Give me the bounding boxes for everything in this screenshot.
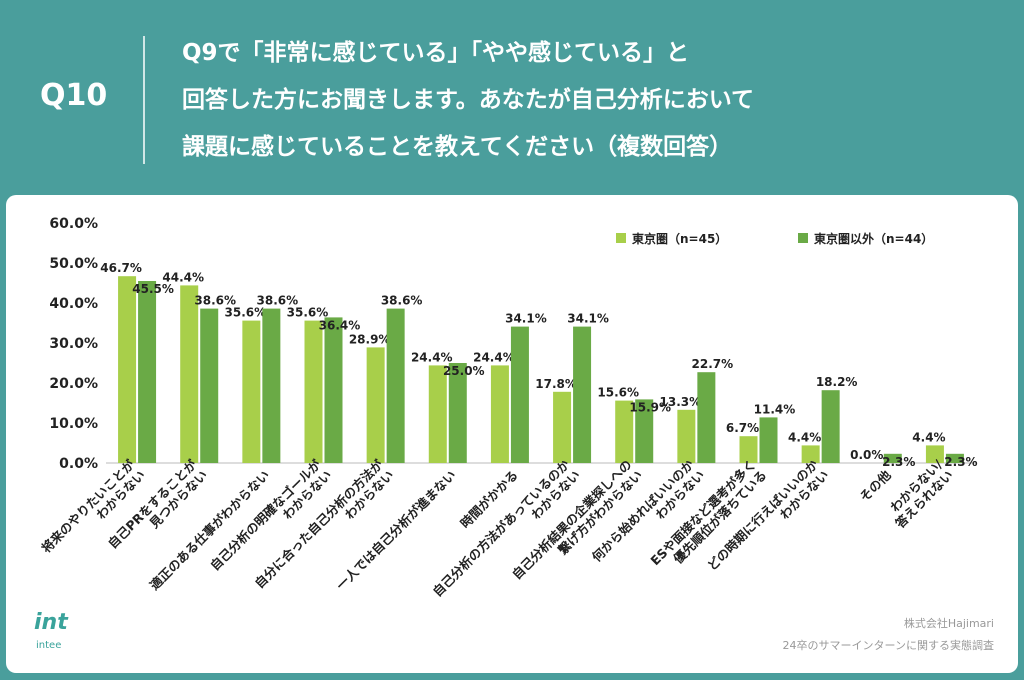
bar-other-10 (759, 417, 778, 463)
data-label: 4.4% (788, 430, 821, 444)
bar-other-9 (697, 372, 716, 463)
bar-other-5 (448, 363, 467, 463)
bar-tokyo-9 (677, 409, 696, 463)
data-label: 22.7% (692, 357, 734, 371)
data-label: 34.1% (567, 312, 609, 326)
y-tick-label: 60.0% (49, 216, 98, 232)
bar-other-6 (510, 326, 529, 463)
bar-other-4 (386, 308, 405, 463)
legend-swatch-0 (616, 233, 626, 243)
data-label: 35.6% (225, 306, 267, 320)
data-label: 15.6% (597, 386, 639, 400)
credit-survey: 24卒のサマーインターンに関する実態調査 (782, 639, 994, 652)
intee-logo: int (34, 610, 68, 635)
bar-other-1 (200, 308, 219, 463)
data-label: 24.4% (473, 350, 515, 364)
data-label: 11.4% (754, 402, 796, 416)
legend-label-1: 東京圏以外（n=44） (814, 231, 933, 246)
data-label: 6.7% (726, 421, 759, 435)
data-label: 24.4% (411, 350, 453, 364)
data-label: 38.6% (194, 294, 236, 308)
data-label: 28.9% (349, 332, 391, 346)
y-tick-label: 30.0% (49, 336, 98, 352)
bar-other-7 (573, 326, 592, 463)
data-label: 25.0% (443, 364, 485, 378)
data-label: 34.1% (505, 312, 547, 326)
bar-tokyo-1 (180, 285, 199, 463)
data-label: 38.6% (381, 294, 423, 308)
bar-chart: 0.0% 10.0% 20.0% 30.0% 40.0% 50.0% 60.0% 46.7% 4… (38, 216, 977, 599)
data-label: 15.9% (629, 400, 671, 414)
bar-other-2 (262, 308, 281, 463)
bar-tokyo-8 (615, 400, 634, 463)
bar-tokyo-10 (739, 436, 758, 463)
category-label-12: その他 (857, 467, 894, 504)
bar-other-11 (821, 390, 840, 463)
data-label: 2.3% (944, 455, 977, 469)
data-label: 38.6% (257, 294, 299, 308)
bar-other-8 (635, 399, 654, 463)
credit-company: 株式会社Hajimari (903, 617, 994, 630)
data-label: 18.2% (816, 375, 858, 389)
data-label: 45.5% (132, 282, 174, 296)
data-label: 36.4% (319, 318, 361, 332)
legend-label-0: 東京圏（n=45） (632, 231, 727, 246)
bar-other-12 (883, 453, 902, 463)
y-tick-label: 20.0% (49, 376, 98, 392)
y-tick-label: 40.0% (49, 296, 98, 312)
header-divider (143, 36, 145, 164)
bar-other-13 (945, 453, 964, 463)
bar-tokyo-4 (366, 347, 385, 463)
question-text: Q9で「非常に感じている」「やや感じている」と 回答した方にお聞きします。あなた… (182, 30, 1002, 171)
bar-other-0 (138, 281, 157, 463)
bar-tokyo-5 (428, 365, 447, 463)
category-label-line: その他 (857, 467, 894, 504)
bar-tokyo-0 (118, 276, 137, 463)
question-line-2: 回答した方にお聞きします。あなたが自己分析において (182, 87, 755, 113)
data-label: 13.3% (660, 395, 702, 409)
bar-tokyo-6 (490, 365, 509, 463)
data-label: 35.6% (287, 306, 329, 320)
bar-tokyo-3 (304, 320, 323, 463)
intee-logo-subtext: intee (36, 640, 62, 651)
question-line-3: 課題に感じていることを教えてください（複数回答） (182, 134, 733, 160)
bar-tokyo-11 (801, 445, 820, 463)
y-tick-label: 50.0% (49, 256, 98, 272)
bar-tokyo-7 (553, 391, 572, 463)
data-label: 2.3% (882, 455, 915, 469)
bar-tokyo-13 (925, 445, 944, 463)
question-line-1: Q9で「非常に感じている」「やや感じている」と (182, 40, 690, 66)
data-label: 44.4% (162, 270, 204, 284)
data-label: 46.7% (100, 261, 142, 275)
question-number: Q10 (40, 78, 108, 113)
y-tick-label: 10.0% (49, 416, 98, 432)
data-label: 4.4% (912, 430, 945, 444)
data-label: 17.8% (535, 377, 577, 391)
bar-tokyo-2 (242, 320, 261, 463)
data-label: 0.0% (850, 448, 883, 462)
bar-other-3 (324, 317, 343, 463)
y-tick-label: 0.0% (59, 456, 98, 472)
legend-swatch-1 (798, 233, 808, 243)
